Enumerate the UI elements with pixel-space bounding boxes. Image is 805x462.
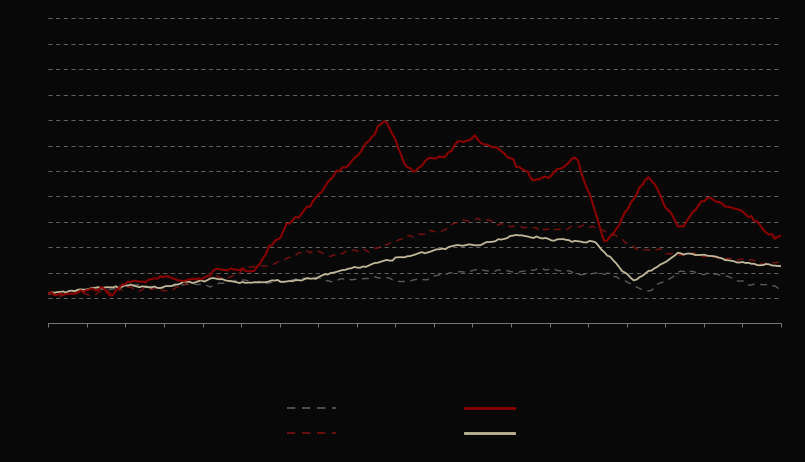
Legend: , , , : , , , [287, 402, 518, 441]
